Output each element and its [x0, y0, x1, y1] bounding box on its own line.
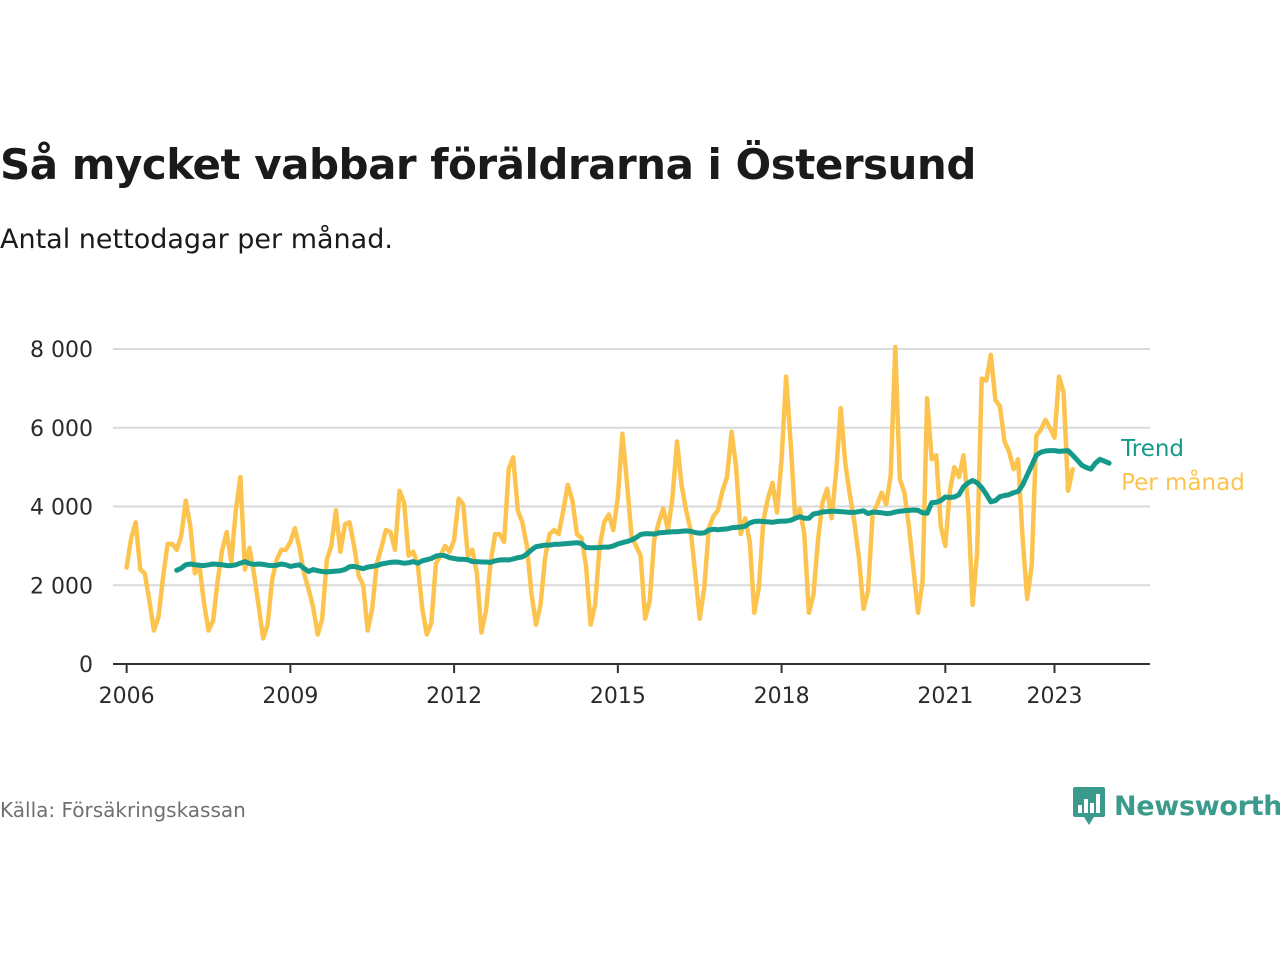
y-tick-label: 4 000: [30, 496, 93, 521]
newsworthy-logo-icon: [1073, 787, 1105, 825]
y-tick-label: 2 000: [30, 574, 93, 599]
series-line-per-manad: [124, 344, 1075, 641]
chart-subtitle: Antal nettodagar per månad.: [0, 224, 393, 255]
x-tick-label: 2006: [99, 684, 155, 709]
brand-name: Newsworthy: [1114, 790, 1280, 822]
x-tick-label: 2009: [262, 684, 318, 709]
y-tick-label: 8 000: [30, 338, 93, 363]
y-tick-label: 0: [79, 653, 93, 678]
y-tick-label: 6 000: [30, 417, 93, 442]
chart-title: Så mycket vabbar föräldrarna i Östersund: [0, 140, 976, 189]
series-line-trend: [174, 448, 1112, 575]
series-lines: [124, 344, 1112, 641]
x-axis-ticks: 2006 2009 2012 2015 2018 2021 2023: [99, 664, 1082, 709]
y-axis-ticks: 0 2 000 4 000 6 000 8 000: [30, 338, 93, 678]
legend-label-trend: Trend: [1120, 436, 1184, 462]
x-tick-label: 2015: [590, 684, 646, 709]
x-tick-label: 2018: [754, 684, 810, 709]
x-tick-label: 2021: [917, 684, 973, 709]
legend-label-per-manad: Per månad: [1121, 468, 1245, 496]
source-note: Källa: Försäkringskassan: [0, 798, 246, 822]
brand-logo: Newsworthy: [1072, 785, 1280, 827]
x-tick-label: 2023: [1026, 684, 1082, 709]
x-tick-label: 2012: [426, 684, 482, 709]
